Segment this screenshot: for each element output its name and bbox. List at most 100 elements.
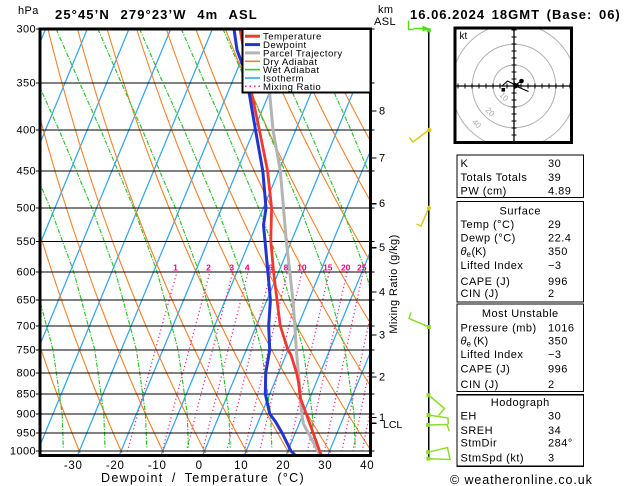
svg-text:1016: 1016 [548, 323, 574, 335]
svg-text:2: 2 [548, 379, 555, 391]
svg-text:700: 700 [16, 321, 36, 333]
svg-text:Pressure (mb): Pressure (mb) [461, 323, 537, 335]
svg-text:34: 34 [548, 425, 561, 437]
svg-text:850: 850 [16, 389, 36, 401]
svg-text:Temperature: Temperature [263, 32, 322, 43]
svg-text:ASL: ASL [374, 16, 396, 28]
svg-text:3: 3 [548, 452, 555, 464]
svg-text:© weatheronline.co.uk: © weatheronline.co.uk [450, 473, 593, 486]
svg-text:1: 1 [173, 263, 178, 273]
svg-text:−3: −3 [548, 349, 562, 361]
svg-text:(K): (K) [474, 336, 489, 348]
svg-text:39: 39 [548, 172, 561, 184]
svg-text:km: km [378, 4, 393, 16]
svg-text:EH: EH [461, 411, 477, 423]
svg-text:4.89: 4.89 [548, 186, 571, 198]
svg-text:Dewp (°C): Dewp (°C) [461, 233, 516, 245]
svg-text:3: 3 [229, 263, 234, 273]
svg-text:350: 350 [16, 78, 36, 90]
svg-text:CAPE (J): CAPE (J) [461, 276, 511, 288]
svg-text:996: 996 [548, 276, 568, 288]
svg-text:4: 4 [245, 263, 250, 273]
svg-text:Wet Adiabat: Wet Adiabat [263, 65, 320, 76]
svg-text:K: K [461, 158, 469, 170]
svg-text:0: 0 [196, 460, 203, 472]
svg-text:450: 450 [16, 166, 36, 178]
svg-text:2: 2 [206, 263, 211, 273]
svg-text:650: 650 [16, 295, 36, 307]
svg-text:Dry Adiabat: Dry Adiabat [263, 57, 318, 68]
svg-text:Temp (°C): Temp (°C) [461, 219, 515, 231]
svg-text:40: 40 [360, 460, 374, 472]
svg-text:e: e [467, 250, 472, 259]
svg-text:30: 30 [548, 411, 561, 423]
svg-text:Mixing Ratio: Mixing Ratio [263, 82, 321, 93]
svg-text:500: 500 [16, 203, 36, 215]
svg-text:950: 950 [16, 428, 36, 440]
svg-text:10: 10 [297, 263, 307, 273]
svg-text:Most Unstable: Most Unstable [482, 308, 559, 320]
svg-text:-10: -10 [148, 460, 167, 472]
svg-text:30: 30 [548, 158, 561, 170]
svg-text:CAPE (J): CAPE (J) [461, 363, 511, 375]
svg-text:2: 2 [379, 371, 385, 383]
svg-text:20: 20 [276, 460, 290, 472]
svg-text:600: 600 [16, 266, 36, 278]
svg-text:θ: θ [461, 336, 467, 348]
svg-text:1000: 1000 [10, 446, 36, 458]
svg-text:PW (cm): PW (cm) [461, 186, 507, 198]
svg-text:550: 550 [16, 236, 36, 248]
svg-text:22.4: 22.4 [548, 233, 571, 245]
svg-text:-20: -20 [106, 460, 125, 472]
svg-text:Dewpoint: Dewpoint [263, 40, 307, 51]
svg-text:StmDir: StmDir [461, 438, 498, 450]
svg-text:8: 8 [284, 263, 289, 273]
svg-text:10: 10 [234, 460, 248, 472]
svg-text:−3: −3 [548, 260, 562, 272]
svg-text:Mixing Ratio (g/kg): Mixing Ratio (g/kg) [388, 234, 400, 333]
svg-text:Surface: Surface [500, 206, 541, 218]
svg-text:CIN (J): CIN (J) [461, 379, 499, 391]
svg-text:900: 900 [16, 409, 36, 421]
svg-text:e: e [467, 340, 472, 349]
svg-text:StmSpd (kt): StmSpd (kt) [461, 452, 525, 464]
svg-text:300: 300 [16, 24, 36, 36]
svg-text:Hodograph: Hodograph [491, 397, 550, 409]
svg-text:8: 8 [379, 106, 385, 118]
svg-text:Parcel Trajectory: Parcel Trajectory [263, 48, 343, 59]
svg-text:25: 25 [357, 263, 367, 273]
svg-text:CIN (J): CIN (J) [461, 288, 499, 300]
svg-text:Lifted Index: Lifted Index [461, 349, 524, 361]
svg-text:2: 2 [548, 288, 555, 300]
svg-text:800: 800 [16, 367, 36, 379]
svg-text:30: 30 [318, 460, 332, 472]
svg-text:350: 350 [548, 336, 568, 348]
svg-text:Totals Totals: Totals Totals [461, 172, 528, 184]
svg-text:kt: kt [460, 31, 468, 42]
svg-text:Dewpoint / Temperature (°C): Dewpoint / Temperature (°C) [101, 471, 305, 485]
svg-text:7: 7 [379, 153, 385, 165]
svg-text:284°: 284° [548, 438, 573, 450]
svg-text:6: 6 [379, 198, 385, 210]
svg-text:400: 400 [16, 124, 36, 136]
svg-text:4: 4 [379, 287, 385, 299]
svg-text:20: 20 [341, 263, 351, 273]
svg-text:750: 750 [16, 345, 36, 357]
svg-text:1: 1 [379, 412, 385, 424]
svg-text:LCL: LCL [383, 419, 402, 431]
svg-text:hPa: hPa [18, 5, 39, 17]
svg-text:Isotherm: Isotherm [263, 74, 304, 85]
svg-text:29: 29 [548, 219, 561, 231]
svg-text:15: 15 [323, 263, 333, 273]
svg-text:Lifted Index: Lifted Index [461, 260, 524, 272]
svg-text:996: 996 [548, 363, 568, 375]
svg-text:6: 6 [268, 263, 273, 273]
svg-text:θ: θ [461, 246, 467, 258]
svg-text:5: 5 [379, 242, 385, 254]
svg-text:3: 3 [379, 330, 385, 342]
svg-text:SREH: SREH [461, 425, 494, 437]
svg-text:-30: -30 [64, 460, 83, 472]
svg-text:16.06.2024 18GMT (Base: 06): 16.06.2024 18GMT (Base: 06) [410, 7, 621, 22]
svg-text:25°45’N 279°23’W 4m ASL: 25°45’N 279°23’W 4m ASL [55, 7, 258, 22]
svg-text:350: 350 [548, 246, 568, 258]
